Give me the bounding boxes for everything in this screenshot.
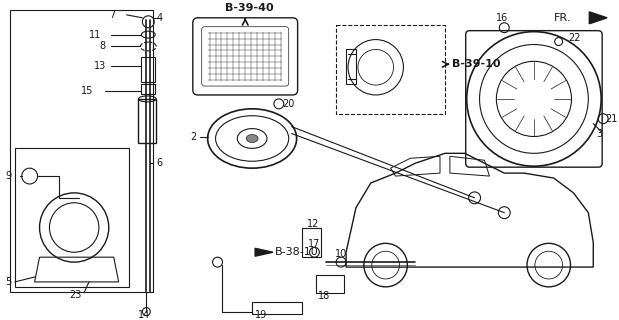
Ellipse shape bbox=[246, 134, 258, 142]
Text: 20: 20 bbox=[282, 99, 294, 109]
Text: 16: 16 bbox=[496, 13, 508, 23]
Polygon shape bbox=[255, 248, 273, 256]
Text: B-38-10: B-38-10 bbox=[275, 247, 319, 257]
Text: 13: 13 bbox=[94, 61, 106, 71]
Text: 12: 12 bbox=[306, 219, 319, 228]
Text: B-39-40: B-39-40 bbox=[225, 3, 274, 13]
Text: 3: 3 bbox=[596, 129, 602, 139]
Text: 17: 17 bbox=[308, 239, 321, 249]
Bar bbox=[336, 25, 445, 114]
Bar bbox=[301, 228, 321, 257]
Text: 4: 4 bbox=[156, 13, 162, 23]
Text: 2: 2 bbox=[190, 132, 196, 141]
Text: B-39-10: B-39-10 bbox=[452, 59, 500, 69]
Text: 18: 18 bbox=[318, 291, 331, 301]
Bar bbox=[141, 57, 155, 82]
Text: 14: 14 bbox=[139, 309, 150, 320]
Text: 22: 22 bbox=[568, 33, 581, 43]
Bar bbox=[141, 84, 155, 94]
Text: 9: 9 bbox=[5, 171, 11, 181]
Text: 5: 5 bbox=[5, 277, 11, 287]
Bar bbox=[316, 275, 344, 293]
Text: 8: 8 bbox=[99, 42, 105, 52]
Text: 7: 7 bbox=[109, 10, 115, 20]
Polygon shape bbox=[589, 12, 607, 24]
Bar bbox=[252, 302, 301, 314]
Text: 23: 23 bbox=[69, 290, 82, 300]
Text: 19: 19 bbox=[255, 309, 267, 320]
Text: 10: 10 bbox=[335, 249, 347, 259]
Text: 6: 6 bbox=[156, 158, 162, 168]
Bar bbox=[139, 99, 156, 143]
Text: 15: 15 bbox=[81, 86, 93, 96]
Text: 11: 11 bbox=[89, 30, 102, 40]
Text: FR.: FR. bbox=[554, 13, 571, 23]
Text: 21: 21 bbox=[605, 114, 618, 124]
